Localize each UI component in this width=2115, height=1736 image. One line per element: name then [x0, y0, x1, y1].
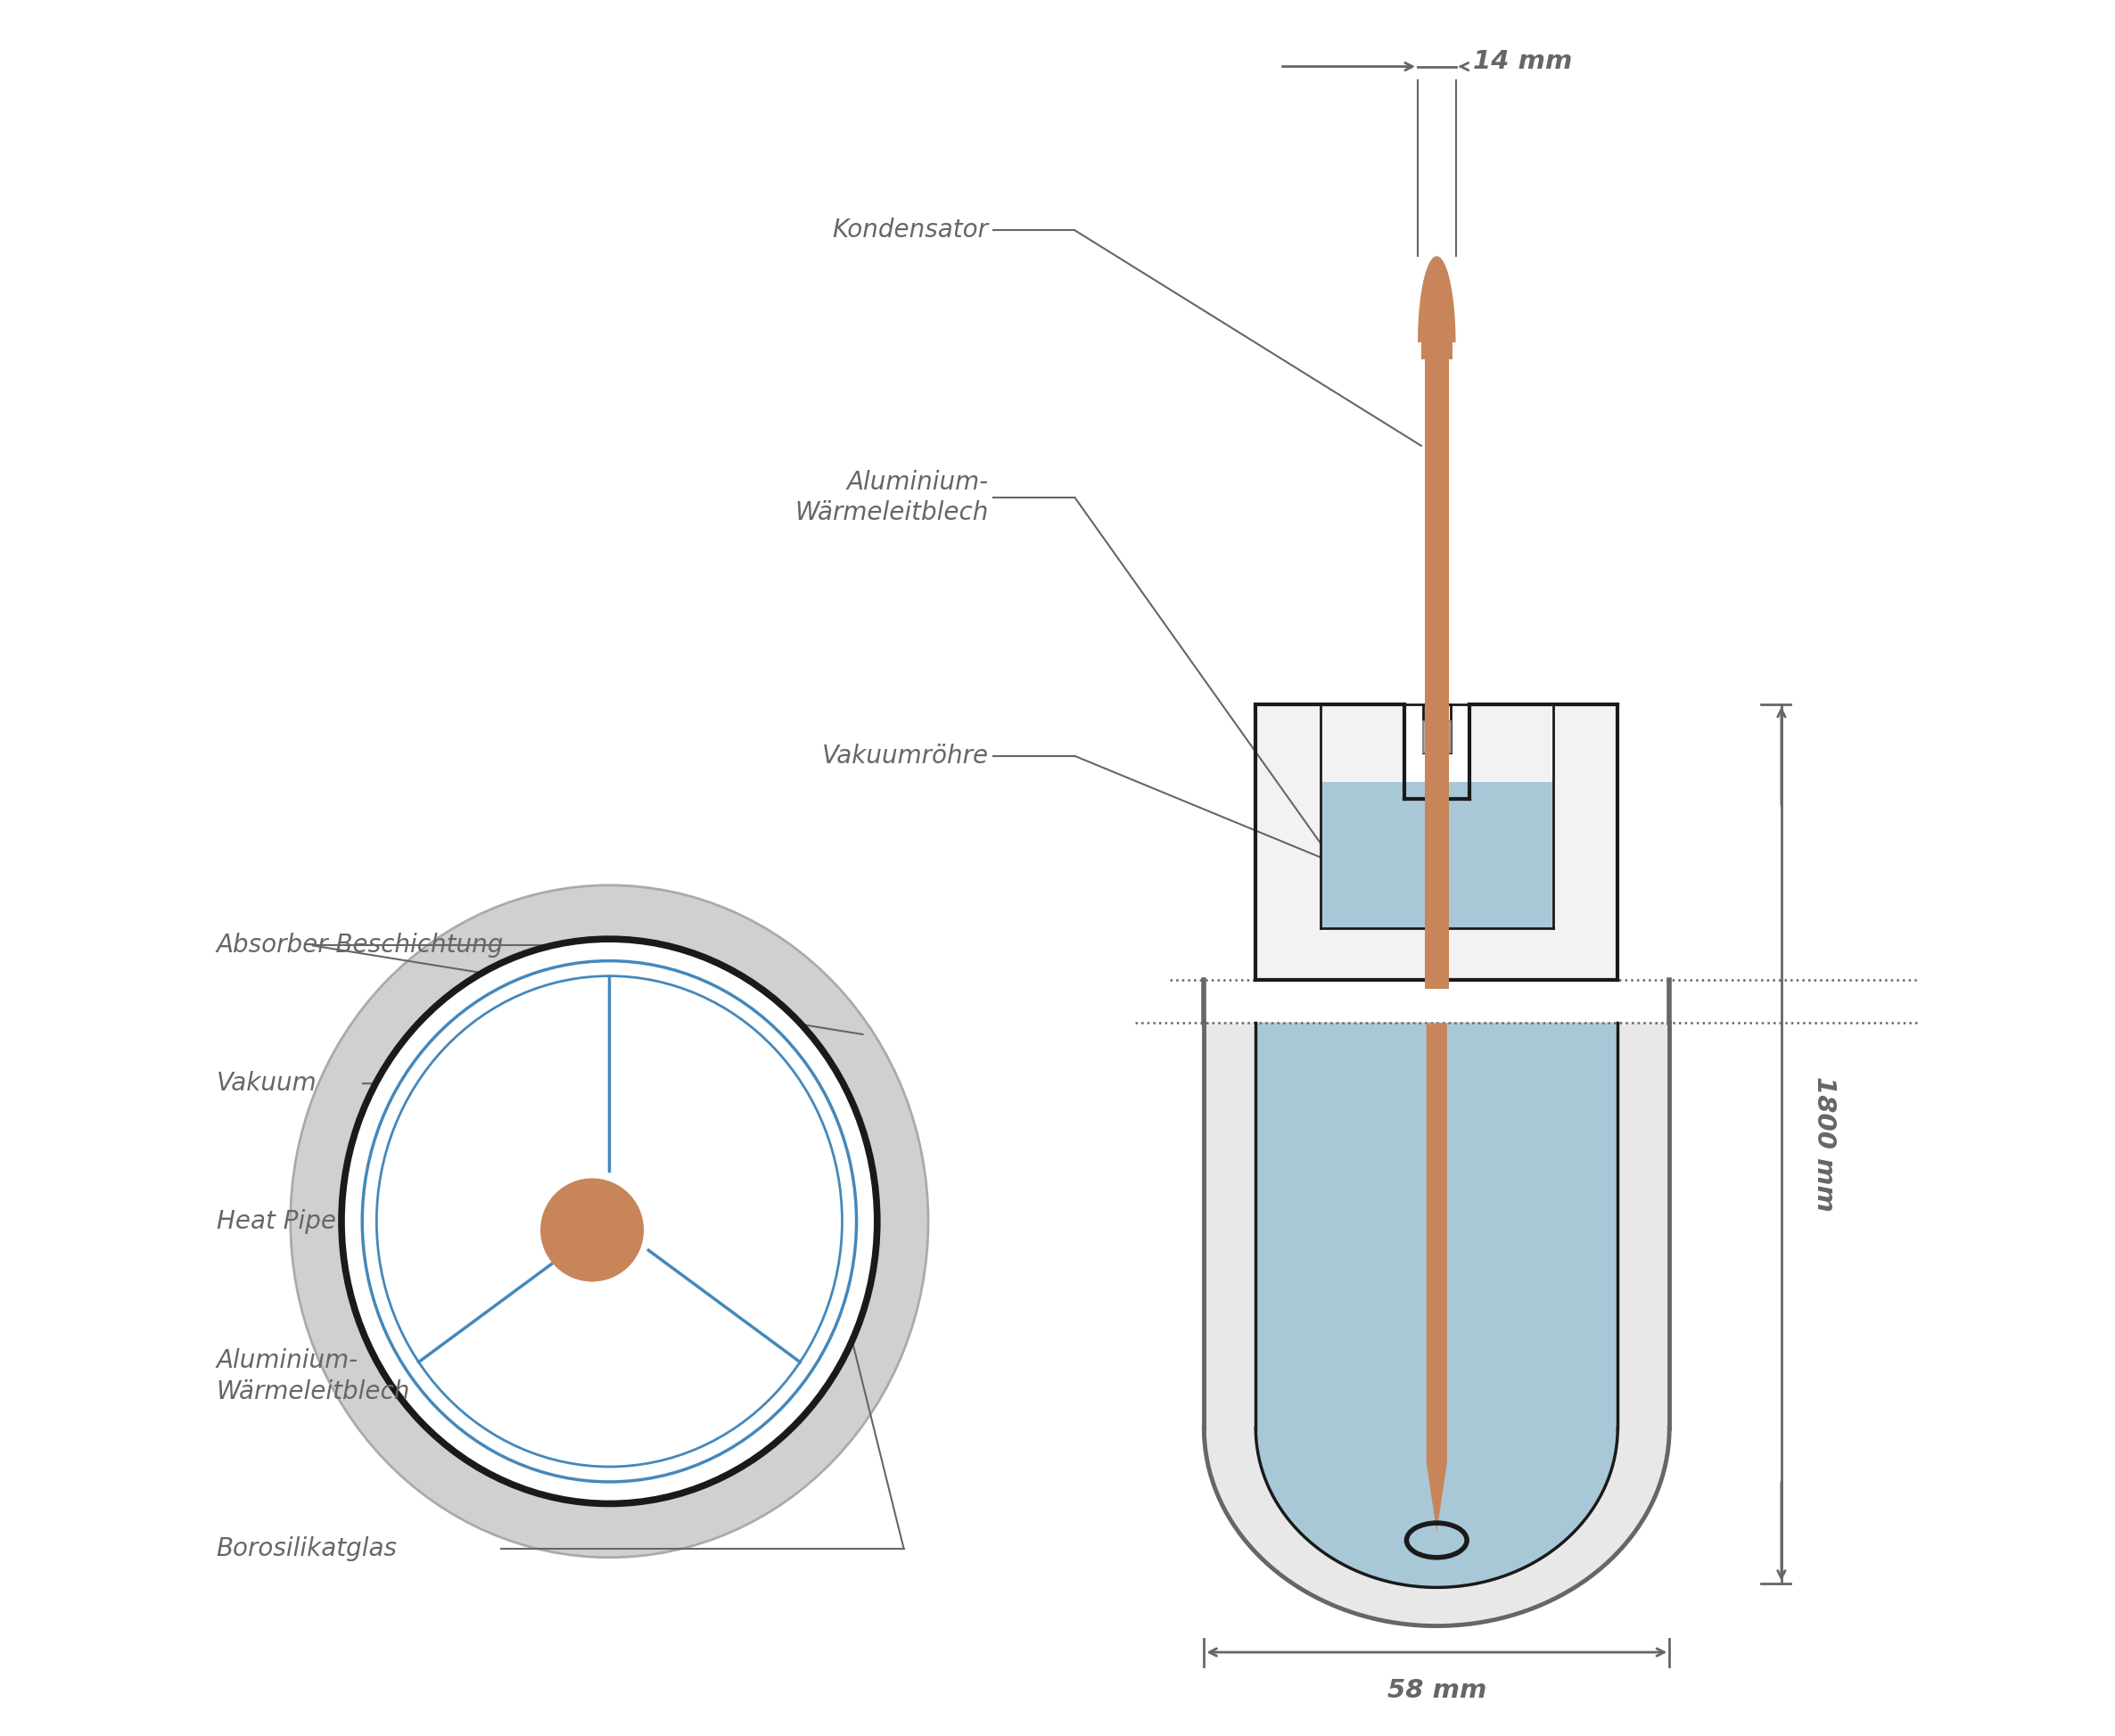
Polygon shape	[1423, 722, 1451, 752]
Text: 14 mm: 14 mm	[1472, 49, 1571, 75]
Ellipse shape	[353, 953, 865, 1489]
Ellipse shape	[341, 939, 878, 1503]
Ellipse shape	[290, 885, 928, 1557]
Text: 58 mm: 58 mm	[1387, 1677, 1487, 1703]
Text: Vakuumröhre: Vakuumröhre	[823, 743, 988, 769]
Text: Heat Pipe: Heat Pipe	[216, 1208, 336, 1234]
Text: Kondensator: Kondensator	[833, 217, 988, 243]
Polygon shape	[1256, 705, 1618, 981]
Polygon shape	[1426, 342, 1449, 990]
Polygon shape	[1203, 1023, 1669, 1627]
Polygon shape	[1256, 1023, 1618, 1587]
Text: Vakuum: Vakuum	[216, 1071, 317, 1095]
Polygon shape	[1426, 1023, 1447, 1531]
Polygon shape	[1421, 321, 1453, 359]
Text: 1800 mm: 1800 mm	[1813, 1076, 1838, 1212]
Text: Absorber Beschichtung: Absorber Beschichtung	[216, 932, 503, 958]
Polygon shape	[1417, 257, 1455, 342]
Circle shape	[541, 1179, 643, 1281]
Text: Aluminium-
Wärmeleitblech: Aluminium- Wärmeleitblech	[216, 1349, 410, 1404]
Text: Borosilikatglas: Borosilikatglas	[216, 1536, 398, 1561]
Text: Aluminium-
Wärmeleitblech: Aluminium- Wärmeleitblech	[795, 469, 988, 526]
Polygon shape	[1320, 781, 1552, 929]
